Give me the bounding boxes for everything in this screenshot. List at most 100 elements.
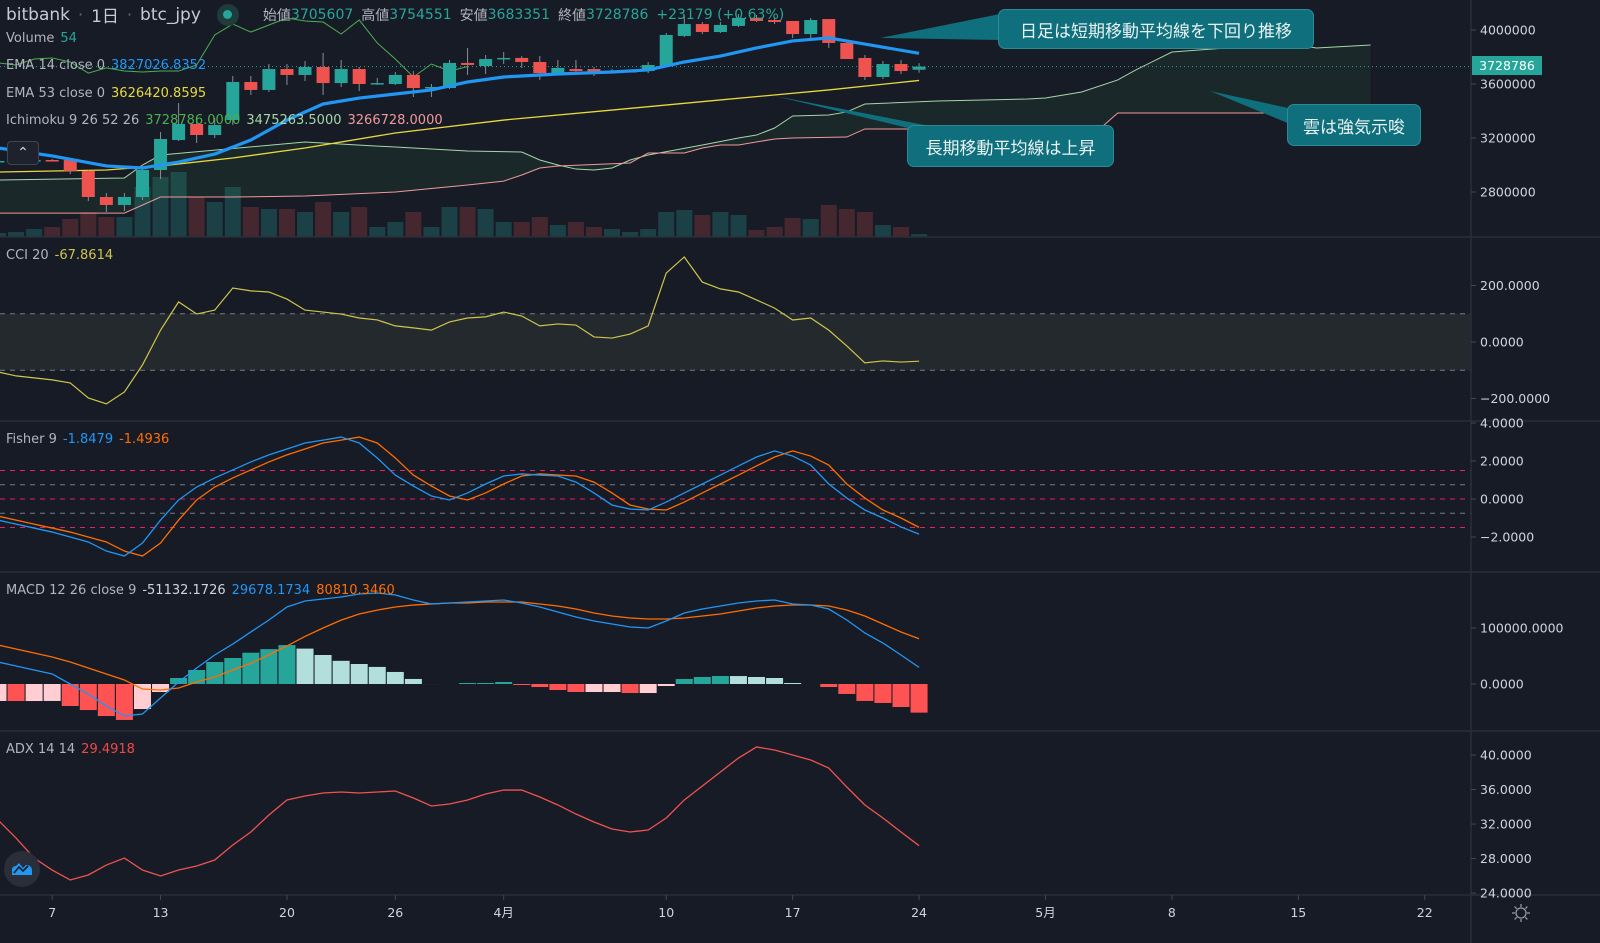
- exchange-name[interactable]: bitbank: [6, 4, 71, 25]
- symbol-name[interactable]: btc_jpy: [140, 4, 201, 25]
- time-axis-label: 13: [153, 905, 169, 920]
- volume-bar: [224, 187, 241, 237]
- candle-body: [731, 17, 745, 26]
- price-pane: [0, 14, 1471, 237]
- macd-line: [0, 592, 920, 717]
- macd-histogram-bar: [657, 684, 675, 687]
- collapse-legend-button[interactable]: ⌃: [7, 141, 39, 165]
- macd-histogram-value: -51132.1726: [142, 583, 226, 598]
- macd-histogram-bar: [206, 661, 224, 684]
- volume-bar: [170, 172, 187, 237]
- volume-bar: [441, 207, 458, 237]
- time-axis-label: 26: [387, 905, 403, 920]
- ichimoku-span-a-line: [0, 41, 1371, 181]
- candle-body: [388, 74, 402, 85]
- macd-axis-label: 0.0000: [1480, 677, 1524, 692]
- volume-bar: [712, 212, 729, 237]
- volume-legend[interactable]: Volume 54: [6, 31, 77, 46]
- volume-value: 54: [60, 31, 77, 46]
- ema53-legend[interactable]: EMA 53 close 0 3626420.8595: [6, 86, 206, 101]
- adx-pane: [0, 746, 920, 881]
- symbol-header: bitbank · 1日 · btc_jpy 始値 3705607 高値 37545…: [6, 2, 784, 27]
- volume-bar: [766, 227, 783, 237]
- ema14-name: EMA 14 close 0: [6, 58, 106, 73]
- macd-histogram-bar: [0, 684, 7, 701]
- volume-bar: [585, 227, 602, 237]
- macd-histogram-bar: [152, 684, 170, 693]
- separator-dot: ·: [78, 5, 84, 24]
- callout-cloud[interactable]: 雲は強気示唆: [1287, 104, 1421, 146]
- macd-histogram-bar: [585, 684, 603, 693]
- volume-name: Volume: [6, 31, 55, 46]
- time-axis-label: 24: [911, 905, 927, 920]
- macd-histogram-bar: [729, 676, 747, 684]
- callout-short-ema[interactable]: 日足は短期移動平均線を下回り推移: [998, 9, 1314, 49]
- fisher-axis-label: −2.0000: [1480, 530, 1534, 545]
- volume-bar: [640, 229, 657, 237]
- fisher-axis-label: 2.0000: [1480, 454, 1524, 469]
- fisher-legend[interactable]: Fisher 9 -1.8479 -1.4936: [6, 432, 169, 447]
- interval-label[interactable]: 1日: [91, 7, 119, 27]
- volume-bar: [549, 225, 566, 237]
- callout-pointer: [1210, 91, 1290, 124]
- candle-body: [804, 20, 818, 35]
- candle-body: [894, 64, 908, 72]
- volume-bar: [477, 209, 494, 237]
- macd-legend[interactable]: MACD 12 26 close 9 -51132.1726 29678.173…: [6, 583, 395, 598]
- candle-body: [226, 81, 240, 121]
- time-axis-label: 5月: [1035, 905, 1055, 920]
- macd-histogram-bar: [838, 684, 856, 694]
- high-label: 高値: [361, 7, 390, 24]
- candle-body: [172, 123, 186, 141]
- macd-histogram-bar: [531, 684, 549, 688]
- candle-body: [443, 62, 456, 89]
- candle-body: [569, 69, 583, 72]
- macd-histogram-bar: [79, 684, 97, 711]
- macd-histogram-bar: [170, 678, 188, 684]
- volume-bar: [369, 227, 386, 237]
- adx-legend[interactable]: ADX 14 14 29.4918: [6, 742, 135, 757]
- volume-bar: [8, 232, 25, 237]
- fisher-pane: [0, 436, 1471, 557]
- volume-bar: [387, 222, 404, 237]
- cci-line: [0, 256, 920, 405]
- cci-name: CCI 20: [6, 248, 49, 263]
- callout-text: 長期移動平均線は上昇: [925, 138, 1096, 159]
- ema14-value: 3827026.8352: [111, 58, 207, 73]
- time-axis-label: 10: [658, 905, 674, 920]
- ema14-legend[interactable]: EMA 14 close 0 3827026.8352: [6, 58, 206, 73]
- macd-histogram-bar: [404, 678, 422, 684]
- candle-body: [190, 123, 204, 136]
- time-axis-label: 17: [785, 905, 801, 920]
- candle-body: [0, 160, 5, 163]
- fisher-trigger-value: -1.4936: [119, 432, 170, 447]
- ichimoku-span-b-value: 3266728.0000: [347, 113, 443, 128]
- macd-histogram-bar: [892, 684, 910, 708]
- macd-histogram-bar: [856, 684, 874, 701]
- volume-bar: [495, 222, 512, 237]
- cci-legend[interactable]: CCI 20 -67.8614: [6, 248, 113, 263]
- ichimoku-legend[interactable]: Ichimoku 9 26 52 26 3728786.0000 3475263…: [6, 113, 443, 128]
- macd-histogram-bar: [350, 664, 368, 684]
- candle-body: [786, 20, 800, 35]
- candle-body: [768, 20, 782, 23]
- macd-histogram-bar: [260, 649, 278, 684]
- callout-long-ema[interactable]: 長期移動平均線は上昇: [907, 125, 1114, 167]
- volume-bar: [62, 219, 79, 237]
- candle-body: [45, 160, 59, 162]
- macd-histogram-bar: [639, 684, 657, 694]
- ichimoku-lagging-value: 3728786.0000: [145, 113, 241, 128]
- macd-histogram-bar: [693, 677, 711, 684]
- macd-histogram-bar: [115, 684, 133, 720]
- volume-bar: [44, 227, 61, 237]
- gear-icon[interactable]: [1511, 903, 1531, 923]
- fisher-name: Fisher 9: [6, 432, 57, 447]
- macd-histogram-bar: [459, 682, 477, 684]
- volume-bar: [730, 215, 747, 237]
- fisher-axis-label: 0.0000: [1480, 492, 1524, 507]
- candle-body: [677, 24, 691, 36]
- cci-axis-label: −200.0000: [1480, 391, 1550, 406]
- tradingview-logo-icon[interactable]: [4, 851, 40, 887]
- candle-body: [406, 74, 420, 89]
